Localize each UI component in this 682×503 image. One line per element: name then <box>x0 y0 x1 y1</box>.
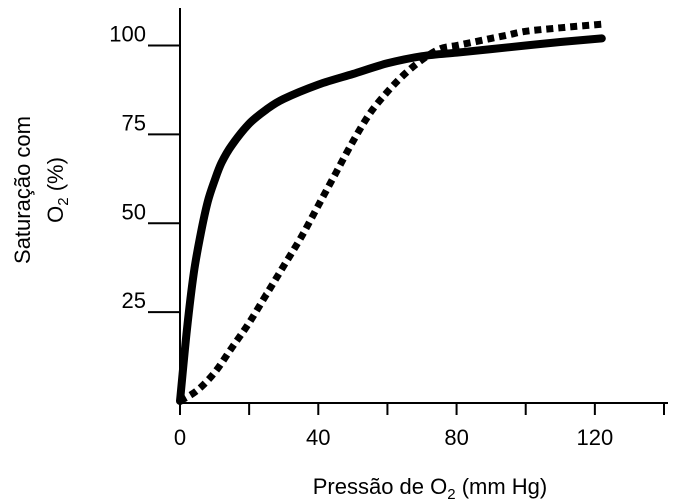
y-axis-title-line2: O2 (%) <box>43 157 72 223</box>
y-tick-label-2: 75 <box>122 110 146 135</box>
y-axis-title-line1: Saturação com <box>10 116 35 264</box>
y-tick-label-1: 50 <box>122 199 146 224</box>
series-group <box>180 24 602 401</box>
x-tick-label-0: 0 <box>174 425 186 450</box>
x-axis-title: Pressão de O2 (mm Hg) <box>313 474 548 503</box>
series-1-line-dotted <box>180 24 602 401</box>
x-tick-label-3: 120 <box>576 425 613 450</box>
y-tick-label-3: 100 <box>109 22 146 47</box>
x-tick-label-2: 80 <box>444 425 468 450</box>
axes <box>180 8 668 403</box>
y-tick-label-0: 25 <box>122 288 146 313</box>
y-axis-title: Saturação com O2 (%) <box>10 116 72 264</box>
x-tick-label-1: 40 <box>306 425 330 450</box>
